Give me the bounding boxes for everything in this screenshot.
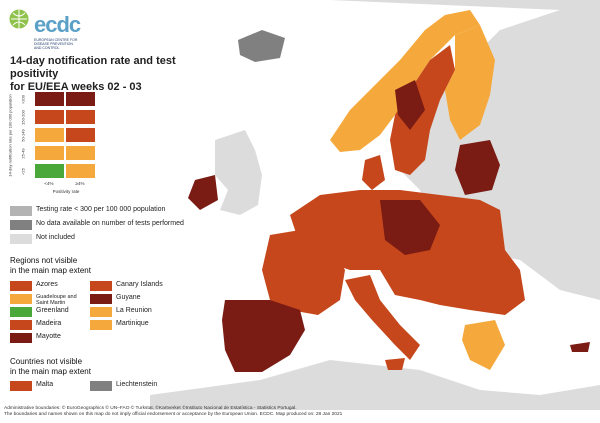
legend-label: Guadeloupe and Saint Martin (36, 294, 77, 306)
legend-swatch (90, 307, 112, 317)
uk-region (215, 130, 262, 215)
greece-region (462, 320, 505, 370)
matrix-cell (65, 145, 96, 161)
matrix-y-tick: 50-149 (20, 129, 26, 142)
globe-icon (8, 8, 30, 30)
matrix-y-axis-title: 14-day notification rate per 100 000 pop… (7, 94, 13, 177)
legend-swatch (90, 381, 112, 391)
matrix-x-axis-title: Positivity rate (52, 189, 80, 194)
matrix-cell (34, 91, 65, 107)
matrix-cell (65, 127, 96, 143)
matrix-cell (65, 163, 96, 179)
swatch-no-data (10, 220, 32, 230)
countries-heading: Countries not visible in the main map ex… (10, 357, 91, 376)
logo-wordmark: ecdc (34, 12, 81, 37)
matrix-x-tick: ≥4% (75, 181, 85, 186)
denmark-region (362, 155, 385, 190)
sicily (385, 358, 405, 370)
ecdc-logo: ecdc EUROPEAN CENTRE FOR DISEASE PREVENT… (8, 4, 81, 54)
footer-line-2: The boundaries and names shown on this m… (4, 412, 343, 417)
logo-subtext: EUROPEAN CENTRE FOR DISEASE PREVENTION A… (34, 38, 78, 50)
legend-swatch (10, 333, 32, 343)
legend-swatch (10, 307, 32, 317)
legend-label: Martinique (116, 320, 149, 327)
legend-label: Guyane (116, 294, 141, 301)
legend-label: Malta (36, 381, 54, 388)
italy-region (345, 275, 420, 360)
ireland-region (188, 175, 218, 210)
legend-label: Mayotte (36, 333, 61, 340)
footer-line-1: Administrative boundaries: © EuroGeograp… (4, 406, 297, 411)
matrix-y-tick: 150-200 (20, 110, 26, 125)
map-footer: Administrative boundaries: © EuroGeograp… (4, 406, 342, 418)
matrix-cell (34, 163, 65, 179)
legend-swatch (10, 320, 32, 330)
map-title: 14-day notification rate and test positi… (10, 55, 210, 94)
legend-swatch (10, 381, 32, 391)
swatch-low-testing (10, 206, 32, 216)
swatch-not-included (10, 234, 32, 244)
matrix-cell (34, 127, 65, 143)
central-dark (380, 200, 440, 255)
iberia-region (222, 300, 305, 372)
sweden-dark (395, 80, 425, 130)
cyprus-region (570, 342, 590, 352)
legend-swatch (90, 320, 112, 330)
legend-swatch (90, 294, 112, 304)
matrix-cell (65, 109, 96, 125)
north-africa (150, 360, 600, 410)
matrix-y-tick: 25-49 (20, 148, 26, 159)
legend-label: La Reunion (116, 307, 152, 314)
title-line-2: for EU/EEA weeks 02 - 03 (10, 81, 142, 93)
legend-label: Canary Islands (116, 281, 163, 288)
matrix-y-tick: <25 (20, 168, 26, 175)
legend-swatch (90, 281, 112, 291)
legend-swatch (10, 281, 32, 291)
title-line-1: 14-day notification rate and test positi… (10, 55, 176, 80)
france-region (262, 230, 345, 315)
legend-label: Liechtenstein (116, 381, 158, 388)
matrix-y-tick: >200 (20, 95, 26, 105)
legend-label: Madeira (36, 320, 62, 327)
matrix-x-tick: <4% (44, 181, 54, 186)
finland-region (445, 25, 495, 140)
baltics-region (455, 140, 500, 195)
norway-region (330, 10, 480, 152)
matrix-cell (65, 91, 96, 107)
regions-heading: Regions not visible in the main map exte… (10, 256, 91, 275)
legend-swatch (10, 294, 32, 304)
legend-label: Greenland (36, 307, 69, 314)
legend-label: Azores (36, 281, 58, 288)
matrix-cell (34, 145, 65, 161)
matrix-cell (34, 109, 65, 125)
iceland-region (238, 30, 285, 62)
